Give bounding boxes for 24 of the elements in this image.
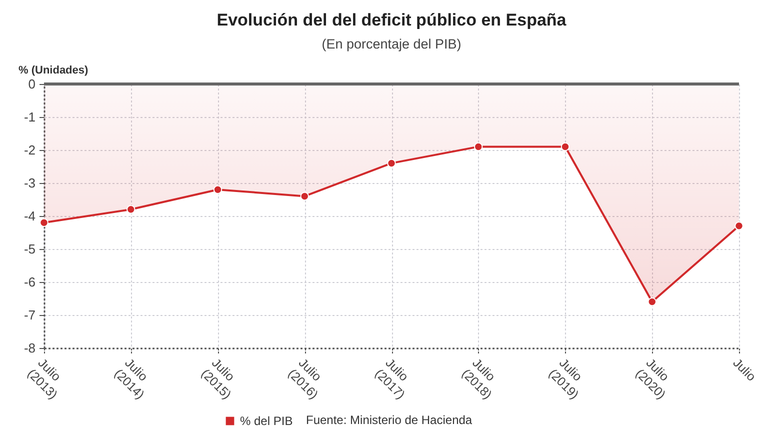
y-tick-label: -7 <box>24 308 36 322</box>
y-tick-label: -8 <box>24 340 36 356</box>
point <box>560 142 570 152</box>
chart-title: Evolución del del deficit público en España <box>216 10 567 30</box>
point <box>213 185 222 194</box>
point <box>40 218 48 227</box>
y-tick-label: -4 <box>24 208 36 224</box>
y-axis-title: % (Unidades) <box>18 64 89 76</box>
legend-label: % del PIB <box>240 414 293 428</box>
y-tick-label: -1 <box>24 110 36 124</box>
y-tick-label: -5 <box>24 242 36 256</box>
y-tick-label: -3 <box>24 176 36 190</box>
x-tick-label: Julio <box>730 356 758 384</box>
point <box>648 297 656 306</box>
point <box>387 158 396 168</box>
point <box>300 192 309 201</box>
y-tick-label: -6 <box>24 274 36 290</box>
point <box>126 205 136 214</box>
y-tick-label: 0 <box>28 76 36 92</box>
chart-subtitle: (En porcentaje del PIB) <box>322 36 462 52</box>
point <box>734 222 744 230</box>
y-tick-label: -2 <box>24 142 36 158</box>
point <box>474 142 483 152</box>
source-note: Fuente: Ministerio de Hacienda <box>306 413 472 427</box>
